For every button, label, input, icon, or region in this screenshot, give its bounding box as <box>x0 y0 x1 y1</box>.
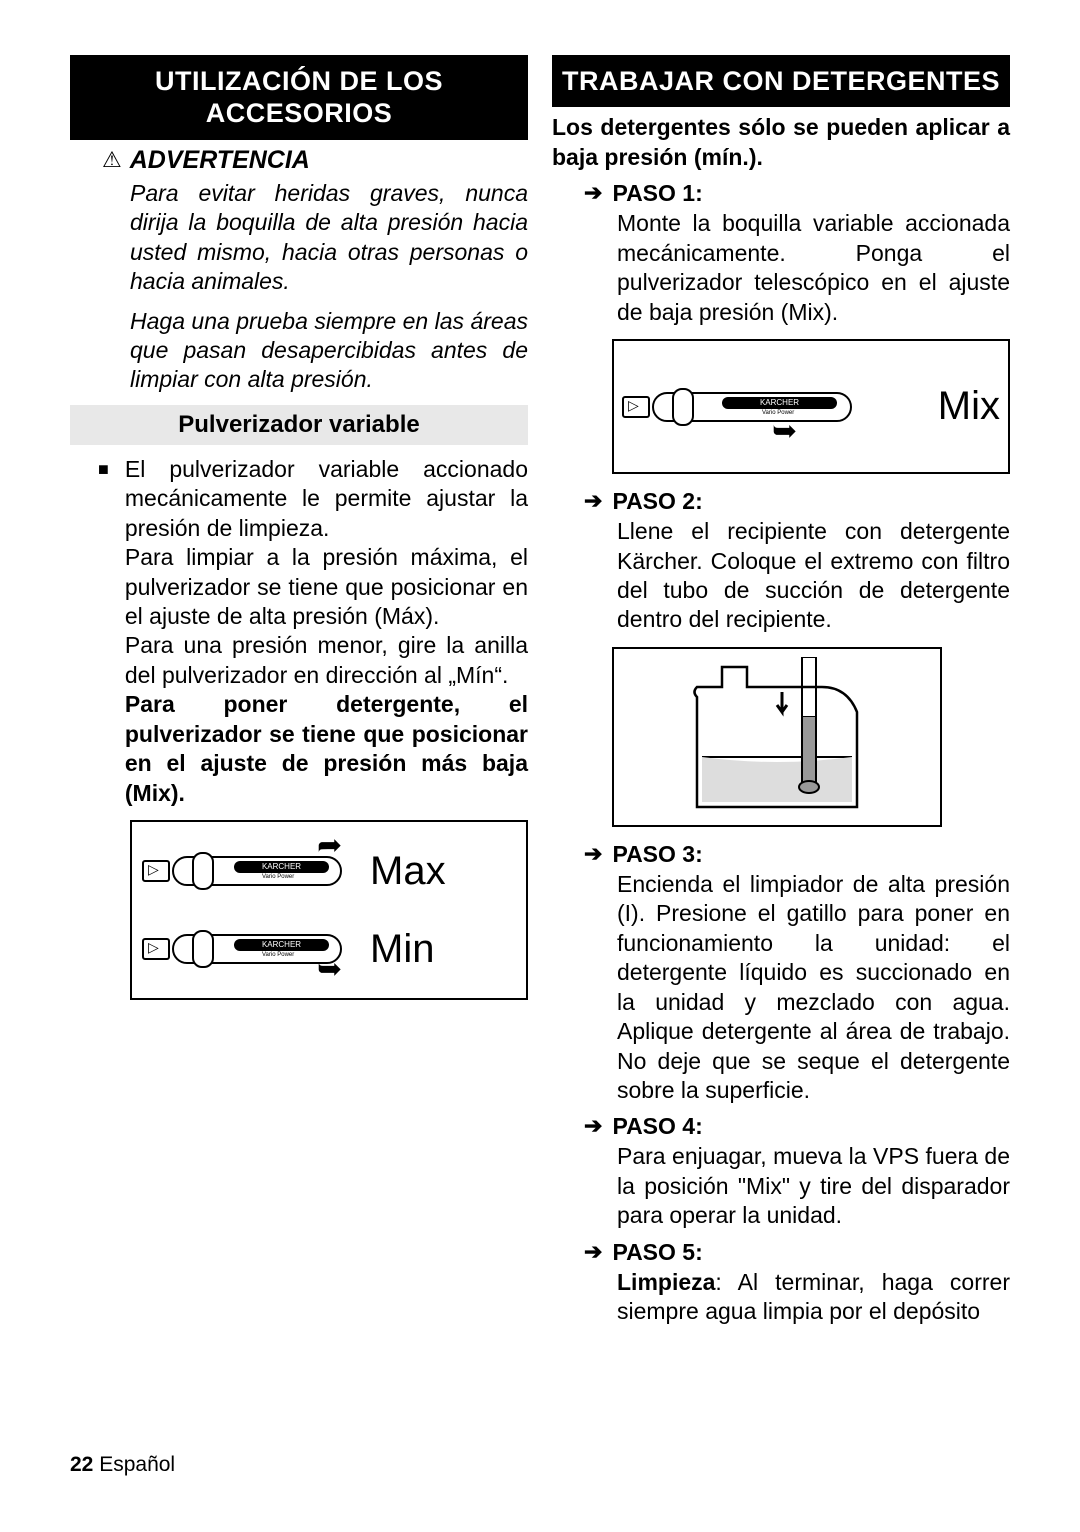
step-1-label: PASO 1: <box>612 178 702 209</box>
step-5-line: ➔ PASO 5: <box>584 1237 1010 1268</box>
arrow-right-icon: ➔ <box>584 1111 602 1142</box>
step-3-body: Encienda el limpiador de alta presión (I… <box>617 870 1010 1106</box>
wand-mix-icon: KARCHER Vario Power ➦ <box>622 382 862 432</box>
step-4-label: PASO 4: <box>612 1111 702 1142</box>
step-4-body: Para enjuagar, mueva la VPS fuera de la … <box>617 1142 1010 1230</box>
diagram-row-max: KARCHER Vario Power ➦ Max <box>142 846 516 896</box>
diagram-max-min: KARCHER Vario Power ➦ Max KARCHER Vario … <box>130 820 528 1000</box>
bullet-p3: Para una presión menor, gire la anilla d… <box>125 631 528 690</box>
page-columns: UTILIZACIÓN DE LOS ACCESORIOS ⚠ ADVERTEN… <box>70 55 1010 1331</box>
step-2-line: ➔ PASO 2: <box>584 486 1010 517</box>
left-column: UTILIZACIÓN DE LOS ACCESORIOS ⚠ ADVERTEN… <box>70 55 528 1331</box>
max-label: Max <box>370 849 446 894</box>
section-header-detergents: TRABAJAR CON DETERGENTES <box>552 55 1010 107</box>
step-3-line: ➔ PASO 3: <box>584 839 1010 870</box>
step-3-label: PASO 3: <box>612 839 702 870</box>
arrow-right-icon: ➔ <box>584 178 602 209</box>
bullet-p2: Para limpiar a la presión máxima, el pul… <box>125 543 528 631</box>
bullet-p4: Para poner detergente, el pulverizador s… <box>125 690 528 808</box>
detergent-intro: Los detergentes sólo se pueden aplicar a… <box>552 113 1010 172</box>
warning-label: ADVERTENCIA <box>130 146 310 175</box>
warning-line: ⚠ ADVERTENCIA <box>102 146 528 175</box>
step-1-body: Monte la boquilla variable accionada mec… <box>617 209 1010 327</box>
diagram-mix: KARCHER Vario Power ➦ Mix <box>612 339 1010 474</box>
bullet-p1: El pulverizador variable accionado mecán… <box>125 455 528 543</box>
step-5-bold: Limpieza <box>617 1269 715 1295</box>
step-2-body: Llene el recipiente con detergente Kärch… <box>617 517 1010 635</box>
page-footer: 22 Español <box>70 1453 175 1477</box>
bullet-content: El pulverizador variable accionado mecán… <box>125 455 528 808</box>
bullet-block: ■ El pulverizador variable accionado mec… <box>98 455 528 808</box>
warning-icon: ⚠ <box>102 147 122 173</box>
step-5-body: Limpieza: Al terminar, haga correr siemp… <box>617 1268 1010 1327</box>
step-2-label: PASO 2: <box>612 486 702 517</box>
step-5-label: PASO 5: <box>612 1237 702 1268</box>
section-header-accessories: UTILIZACIÓN DE LOS ACCESORIOS <box>70 55 528 140</box>
page-language: Español <box>99 1453 175 1476</box>
bottle-icon <box>647 657 907 817</box>
arrow-right-icon: ➔ <box>584 1237 602 1268</box>
subheader-variable-spray: Pulverizador variable <box>70 405 528 445</box>
step-4-line: ➔ PASO 4: <box>584 1111 1010 1142</box>
arrow-right-icon: ➔ <box>584 839 602 870</box>
min-label: Min <box>370 927 434 972</box>
page-number: 22 <box>70 1453 93 1476</box>
mix-label: Mix <box>938 384 1000 429</box>
warning-paragraph-2: Haga una prueba siempre en las áreas que… <box>130 307 528 395</box>
step-1-line: ➔ PASO 1: <box>584 178 1010 209</box>
arrow-right-icon: ➔ <box>584 486 602 517</box>
right-column: TRABAJAR CON DETERGENTES Los detergentes… <box>552 55 1010 1331</box>
wand-min-icon: KARCHER Vario Power ➦ <box>142 924 352 974</box>
diagram-row-min: KARCHER Vario Power ➦ Min <box>142 924 516 974</box>
diagram-bottle <box>612 647 942 827</box>
warning-paragraph-1: Para evitar heridas graves, nunca dirija… <box>130 179 528 297</box>
wand-max-icon: KARCHER Vario Power ➦ <box>142 846 352 896</box>
bullet-icon: ■ <box>98 455 109 808</box>
